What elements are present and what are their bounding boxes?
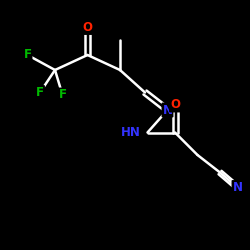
Text: O: O (82, 21, 92, 34)
Text: F: F (58, 88, 66, 102)
Text: N: N (162, 104, 172, 117)
Text: O: O (170, 98, 180, 112)
Text: HN: HN (122, 126, 141, 139)
Text: F: F (36, 86, 44, 99)
Text: N: N (232, 181, 242, 194)
Text: F: F (24, 48, 32, 62)
